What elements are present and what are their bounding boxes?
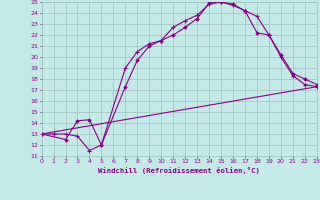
X-axis label: Windchill (Refroidissement éolien,°C): Windchill (Refroidissement éolien,°C) [98, 167, 260, 174]
